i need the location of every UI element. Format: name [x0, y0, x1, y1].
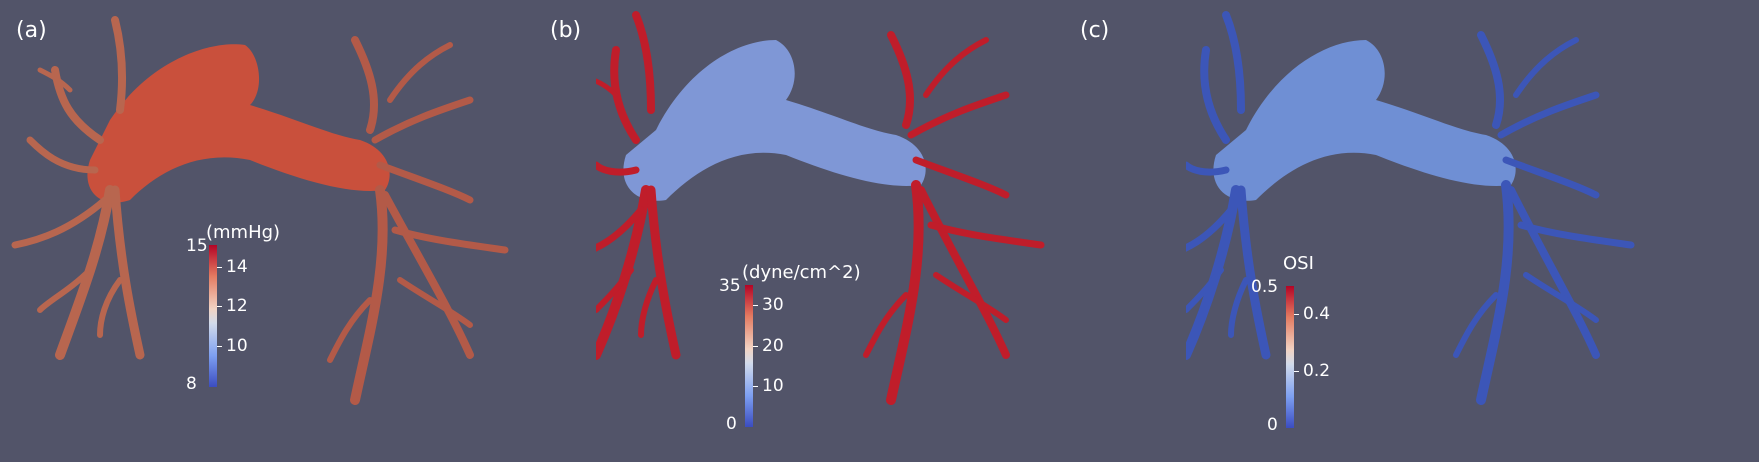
colorbar-tick-mark [217, 346, 222, 347]
panel-b: (b) (dyne/cm^2) 35 0 30 20 10 [550, 0, 1176, 462]
colorbar-title: (mmHg) [206, 222, 281, 243]
colorbar-title: OSI [1283, 253, 1314, 274]
pulmonary-artery-model [11, 16, 509, 405]
colorbar-tick-label: 12 [226, 296, 248, 316]
panel-label: (c) [1080, 18, 1110, 43]
main-trunk [1213, 40, 1516, 201]
pulmonary-artery-model [1186, 11, 1635, 405]
colorbar-min-label: 8 [186, 374, 197, 394]
colorbar-tick-label: 20 [762, 336, 784, 356]
colorbar-gradient [209, 245, 217, 387]
left-branches [11, 16, 145, 360]
osi-render [1186, 11, 1635, 405]
colorbar-tick-mark [217, 267, 222, 268]
left-branches [1186, 11, 1271, 360]
panel-label: (b) [550, 18, 582, 43]
panel-label: (a) [16, 18, 47, 43]
left-branches [596, 11, 681, 360]
colorbar-tick-label: 10 [226, 336, 248, 356]
colorbar-tick-mark [753, 346, 758, 347]
colorbar-min-label: 0 [1267, 415, 1278, 435]
colorbar-tick-label: 0.2 [1303, 361, 1331, 381]
colorbar-tick-mark [753, 305, 758, 306]
panel-a: (a) (mmHg) 15 8 14 12 10 [0, 0, 586, 462]
colorbar-tick-label: 0.4 [1303, 304, 1331, 324]
wall-shear-stress-render [596, 11, 1045, 405]
right-branches [863, 31, 1045, 405]
colorbar-title: (dyne/cm^2) [742, 262, 861, 283]
pressure-vessel-render [11, 16, 509, 405]
colorbar-tick-mark [1294, 314, 1299, 315]
colorbar-tick-label: 10 [762, 376, 784, 396]
colorbar-tick-label: 14 [226, 257, 248, 277]
colorbar-tick-mark [753, 386, 758, 387]
colorbar-min-label: 0 [726, 414, 737, 434]
right-branches [1453, 31, 1635, 405]
colorbar-tick-mark [217, 306, 222, 307]
colorbar-max-label: 0.5 [1251, 277, 1279, 297]
colorbar-gradient [745, 285, 753, 427]
main-trunk [623, 40, 926, 201]
panel-c: (c) OSI 0.5 0 0.4 0.2 [1080, 0, 1759, 462]
main-trunk [87, 44, 390, 203]
colorbar-gradient [1286, 286, 1294, 428]
colorbar-tick-label: 30 [762, 295, 784, 315]
right-branches [327, 36, 509, 405]
colorbar-tick-mark [1294, 371, 1299, 372]
pulmonary-artery-model [596, 11, 1045, 405]
colorbar-max-label: 15 [186, 236, 208, 256]
colorbar-max-label: 35 [719, 276, 741, 296]
